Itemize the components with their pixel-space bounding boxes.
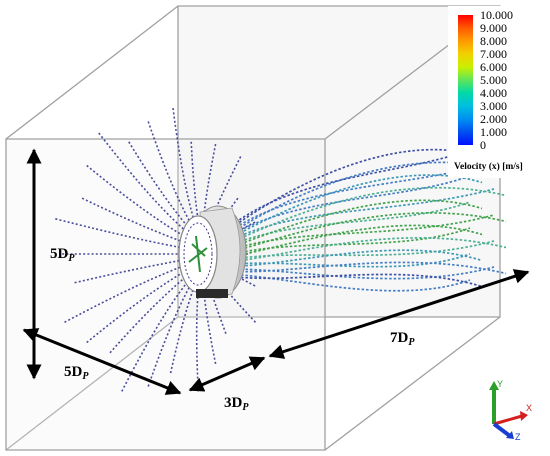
downstream-dimension-label: 7DP: [390, 330, 415, 348]
wake-streamline: [231, 249, 483, 268]
coordinate-triad-icon: Y X Z: [489, 379, 532, 442]
wake-streamline: [231, 149, 471, 226]
upstream-dimension-label: 3DP: [224, 395, 249, 413]
velocity-legend: 10.000 9.000 8.000 7.000 6.000 5.000 4.0…: [448, 6, 544, 178]
upstream-streamline: [74, 258, 191, 284]
x-axis-icon: [493, 414, 523, 426]
triad-x-label: X: [526, 403, 532, 413]
downstream-dimension-arrow: [268, 269, 530, 359]
wake-streamlines: [231, 148, 507, 292]
legend-color-bar: [458, 15, 473, 145]
legend-label: 10.000: [480, 8, 513, 22]
box-edge-top-left: [5, 5, 179, 140]
upstream-streamline: [64, 262, 192, 324]
wake-streamline: [231, 253, 471, 268]
wake-streamline: [231, 224, 483, 258]
z-axis-icon: [492, 422, 512, 438]
rotor-duct: [178, 205, 247, 299]
upstream-streamline: [147, 121, 198, 235]
rotor-blades: [188, 235, 208, 273]
wake-streamline: [231, 214, 495, 251]
wake-streamline: [231, 240, 495, 261]
upstream-streamline: [128, 141, 196, 236]
wake-streamline: [231, 212, 507, 253]
wake-streamline: [231, 227, 471, 256]
width-dimension-label: 5DP: [64, 364, 89, 382]
legend-label: 7.000: [480, 47, 507, 61]
wake-streamline: [231, 201, 471, 246]
upstream-streamline: [203, 156, 242, 241]
wake-streamline: [231, 261, 507, 275]
wake-streamline: [231, 161, 507, 234]
upstream-streamline: [204, 197, 239, 246]
triad-z-label: Z: [515, 432, 521, 442]
legend-title: Velocity (x) [m/s]: [454, 162, 523, 172]
legend-label: 1.000: [480, 125, 507, 139]
wake-streamline: [231, 237, 507, 263]
rotor-support: [196, 289, 228, 298]
wake-streamline: [231, 199, 483, 248]
wake-streamline: [231, 175, 471, 236]
height-dimension-label: 5DP: [50, 246, 75, 264]
triad-y-label: Y: [497, 379, 503, 389]
legend-label: 4.000: [480, 86, 507, 100]
width-dimension-arrow: [22, 328, 182, 395]
wake-streamline: [231, 186, 507, 243]
upstream-dimension-arrow: [188, 356, 266, 392]
legend-label: 6.000: [480, 60, 507, 74]
upstream-streamline: [81, 197, 192, 246]
legend-label: 5.000: [480, 73, 507, 87]
legend-label: 8.000: [480, 34, 507, 48]
legend-label: 2.000: [480, 112, 507, 126]
dimension-arrows: [22, 148, 530, 395]
legend-label: 0: [480, 138, 486, 152]
legend-label: 3.000: [480, 99, 507, 113]
wake-streamline: [231, 188, 495, 241]
legend-label: 9.000: [480, 21, 507, 35]
